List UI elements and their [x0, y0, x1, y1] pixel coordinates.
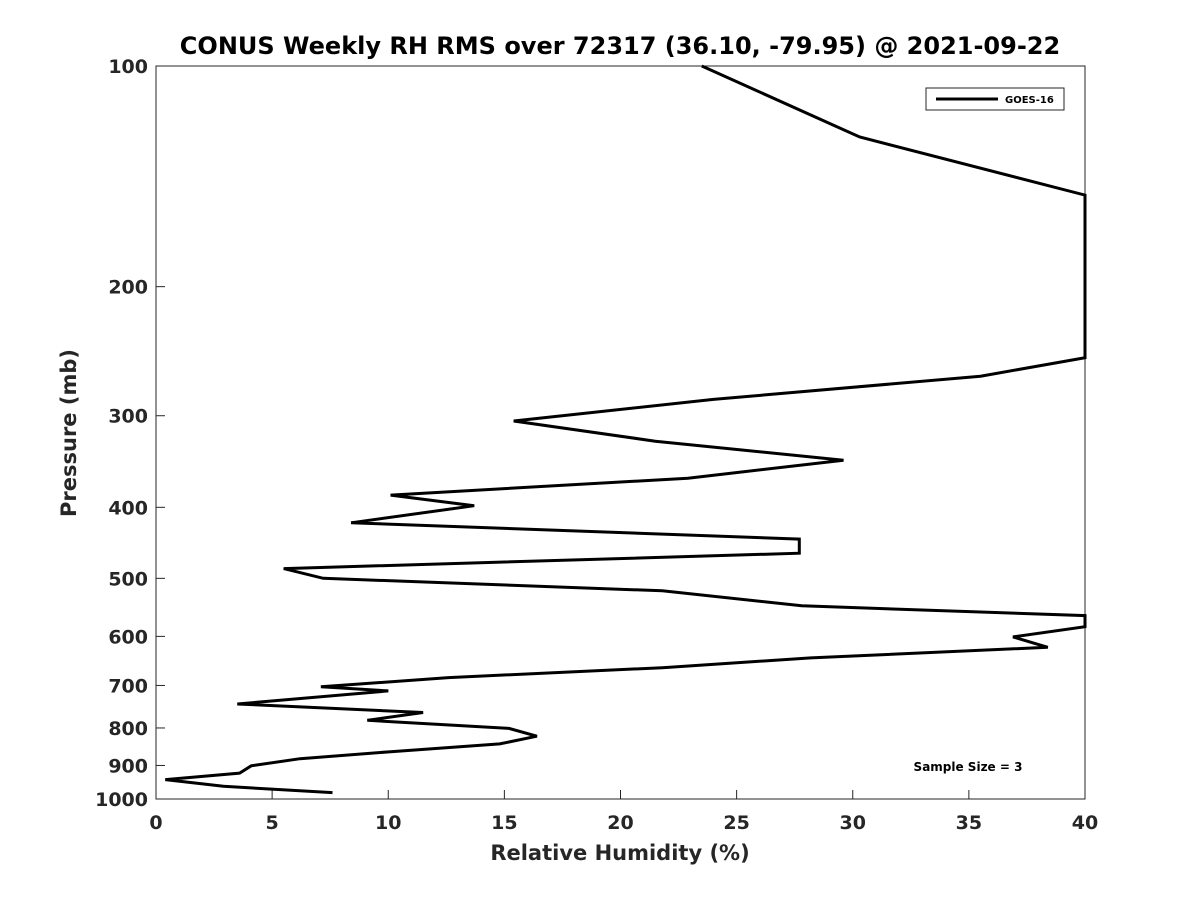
y-tick-label-800: 800 — [108, 718, 148, 740]
x-tick-label-30: 30 — [840, 812, 866, 834]
y-axis: 100 200 300 400 500 600 700 800 900 1000 — [95, 56, 165, 811]
x-tick-label-10: 10 — [375, 812, 401, 834]
y-tick-label-900: 900 — [108, 755, 148, 777]
y-tick-label-200: 200 — [108, 277, 148, 299]
legend-entry-goes-16: GOES-16 — [1005, 95, 1054, 106]
x-axis: 0 5 10 15 20 25 30 35 40 — [149, 790, 1098, 834]
legend: GOES-16 — [925, 87, 1065, 111]
series-layer — [165, 64, 1087, 795]
plot-area — [155, 65, 1086, 800]
y-tick-label-1000: 1000 — [95, 789, 148, 811]
sample-size-annotation: Sample Size = 3 — [914, 760, 1023, 774]
x-tick-label-25: 25 — [723, 812, 749, 834]
y-tick-label-300: 300 — [108, 406, 148, 428]
series-line-goes-16 — [165, 64, 1087, 795]
x-axis-label: Relative Humidity (%) — [490, 841, 749, 865]
x-tick-label-35: 35 — [956, 812, 982, 834]
y-tick-label-500: 500 — [108, 568, 148, 590]
x-tick-label-40: 40 — [1072, 812, 1098, 834]
chart-title: CONUS Weekly RH RMS over 72317 (36.10, -… — [180, 32, 1060, 60]
x-tick-label-5: 5 — [266, 812, 279, 834]
y-tick-label-600: 600 — [108, 626, 148, 648]
y-axis-label: Pressure (mb) — [57, 349, 81, 517]
x-tick-label-0: 0 — [149, 812, 162, 834]
y-tick-label-100: 100 — [108, 56, 148, 78]
y-tick-label-700: 700 — [108, 675, 148, 697]
y-tick-label-400: 400 — [108, 497, 148, 519]
x-tick-label-15: 15 — [491, 812, 517, 834]
x-tick-label-20: 20 — [607, 812, 633, 834]
